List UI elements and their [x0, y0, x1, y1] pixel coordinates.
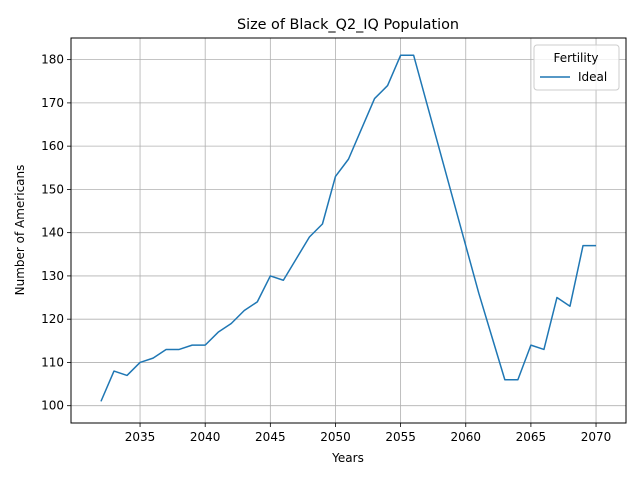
y-tick-label: 140 — [41, 226, 64, 240]
y-tick-label: 180 — [41, 53, 64, 67]
x-tick-label: 2040 — [190, 430, 221, 444]
x-tick-label: 2035 — [125, 430, 156, 444]
y-tick-label: 130 — [41, 269, 64, 283]
y-tick-label: 100 — [41, 399, 64, 413]
y-tick-label: 170 — [41, 96, 64, 110]
legend-title: Fertility — [553, 51, 598, 65]
x-tick-label: 2045 — [255, 430, 286, 444]
legend-label-ideal: Ideal — [578, 70, 607, 84]
x-axis-ticks: 2035 2040 2045 2050 2055 2060 2065 2070 — [125, 423, 612, 444]
chart-title: Size of Black_Q2_IQ Population — [237, 17, 459, 33]
series-layer — [101, 55, 596, 401]
plot-frame — [71, 38, 626, 423]
x-tick-label: 2070 — [581, 430, 612, 444]
y-tick-label: 120 — [41, 312, 64, 326]
y-tick-label: 150 — [41, 182, 64, 196]
legend: Fertility Ideal — [534, 45, 619, 90]
x-tick-label: 2065 — [516, 430, 547, 444]
series-line-ideal — [101, 55, 596, 401]
grid-lines — [71, 38, 626, 423]
y-axis-label: Number of Americans — [13, 165, 27, 296]
x-tick-label: 2055 — [385, 430, 416, 444]
y-tick-label: 160 — [41, 139, 64, 153]
x-tick-label: 2050 — [320, 430, 351, 444]
y-tick-label: 110 — [41, 355, 64, 369]
y-axis-ticks: 100 110 120 130 140 150 160 170 180 — [41, 53, 71, 413]
x-axis-label: Years — [331, 451, 364, 465]
x-tick-label: 2060 — [450, 430, 481, 444]
